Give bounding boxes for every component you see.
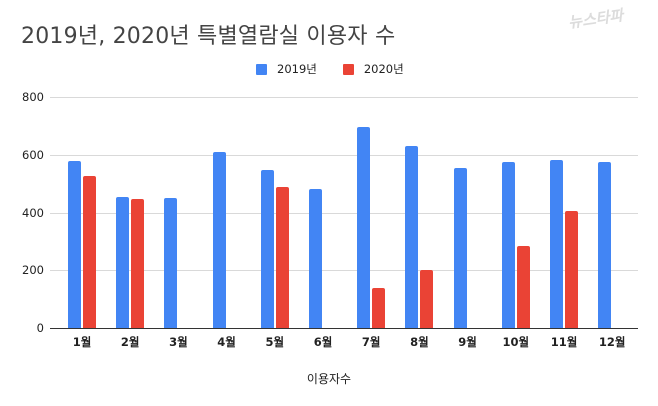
x-tick-label: 3월 (169, 335, 188, 349)
watermark-logo: 뉴스타파 (567, 6, 625, 32)
bar-2020년-7월[interactable] (372, 288, 386, 328)
chart-legend: 2019년 2020년 (256, 61, 430, 77)
bar-2019년-10월[interactable] (501, 162, 515, 328)
y-tick-label: 800 (22, 90, 44, 104)
gridline (50, 212, 638, 214)
legend-label-2020: 2020년 (363, 62, 404, 76)
bar-2020년-5월[interactable] (275, 187, 289, 328)
legend-swatch-2019-icon (256, 63, 267, 75)
x-axis-title: 이용자수 (306, 372, 352, 386)
chart-title: 2019년, 2020년 특별열람실 이용자 수 (21, 24, 396, 49)
legend-item-2019[interactable]: 2019년 (256, 61, 317, 77)
gridline (50, 270, 638, 272)
x-tick-label: 4월 (217, 335, 236, 349)
legend-swatch-2020-icon (342, 63, 354, 75)
gridline (50, 154, 638, 156)
bar-2019년-2월[interactable] (116, 197, 130, 328)
x-tick-label: 9월 (458, 335, 477, 349)
plot-area: 0 200 400 600 800 1월 2월 3월 4월 5월 6월 7월 8월 9월 10월 11월 12월 (22, 90, 638, 349)
bar-2019년-9월[interactable] (453, 168, 467, 328)
bar-2019년-4월[interactable] (212, 152, 226, 328)
bar-2020년-10월[interactable] (516, 246, 530, 328)
bar-2019년-3월[interactable] (164, 198, 178, 328)
x-axis-line (50, 327, 638, 329)
x-tick-label: 2월 (120, 335, 140, 349)
bar-2020년-2월[interactable] (131, 199, 145, 328)
bar-2019년-1월[interactable] (68, 161, 81, 328)
x-tick-label: 1월 (72, 335, 92, 349)
bar-2019년-12월[interactable] (598, 162, 612, 328)
y-tick-label: 400 (22, 205, 44, 220)
legend-label-2019: 2019년 (277, 62, 317, 76)
bar-2019년-5월[interactable] (260, 170, 274, 328)
x-tick-label: 11월 (550, 335, 578, 349)
bar-2020년-11월[interactable] (565, 211, 578, 328)
bar-2019년-6월[interactable] (309, 189, 322, 328)
x-tick-label: 10월 (502, 335, 530, 349)
y-tick-label: 200 (22, 263, 44, 278)
x-tick-label: 6월 (313, 335, 333, 349)
bar-2019년-11월[interactable] (550, 160, 563, 328)
x-tick-label: 7월 (361, 335, 381, 349)
bar-2019년-8월[interactable] (405, 146, 419, 328)
x-tick-label: 12월 (598, 335, 626, 349)
bar-2020년-1월[interactable] (83, 176, 96, 328)
y-tick-label: 600 (22, 147, 44, 162)
y-tick-label: 0 (36, 321, 44, 335)
x-tick-label: 8월 (410, 335, 429, 349)
bar-2019년-7월[interactable] (357, 127, 371, 328)
bar-2020년-8월[interactable] (420, 269, 434, 328)
legend-item-2020[interactable]: 2020년 (342, 61, 404, 77)
gridline (50, 97, 638, 98)
x-tick-label: 5월 (265, 335, 285, 349)
